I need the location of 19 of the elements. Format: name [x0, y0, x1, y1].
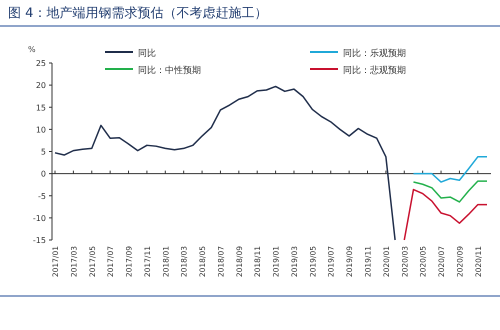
y-tick-label: -15 [32, 236, 46, 245]
legend-label: 同比：乐观预期 [343, 48, 406, 59]
line-series [404, 188, 488, 241]
chart-title: 图 4：地产端用钢需求预估（不考虑赶施工） [8, 6, 268, 21]
legend-label: 同比：悲观预期 [343, 65, 406, 76]
y-axis-title: % [28, 45, 36, 54]
legend-label: 同比：中性预期 [138, 65, 201, 76]
y-tick-label: 15 [36, 103, 46, 112]
line-series [412, 180, 488, 203]
y-tick-label: 0 [40, 170, 46, 179]
y-tick-label: -10 [32, 214, 46, 223]
legend-label: 同比 [138, 48, 156, 59]
y-tick-label: 25 [36, 59, 46, 68]
line-series [412, 156, 488, 183]
line-series [54, 86, 396, 241]
y-tick-label: 20 [36, 81, 46, 90]
y-tick-label: 5 [40, 148, 46, 156]
y-tick-label: -5 [38, 192, 46, 201]
y-tick-label: 10 [36, 125, 46, 134]
